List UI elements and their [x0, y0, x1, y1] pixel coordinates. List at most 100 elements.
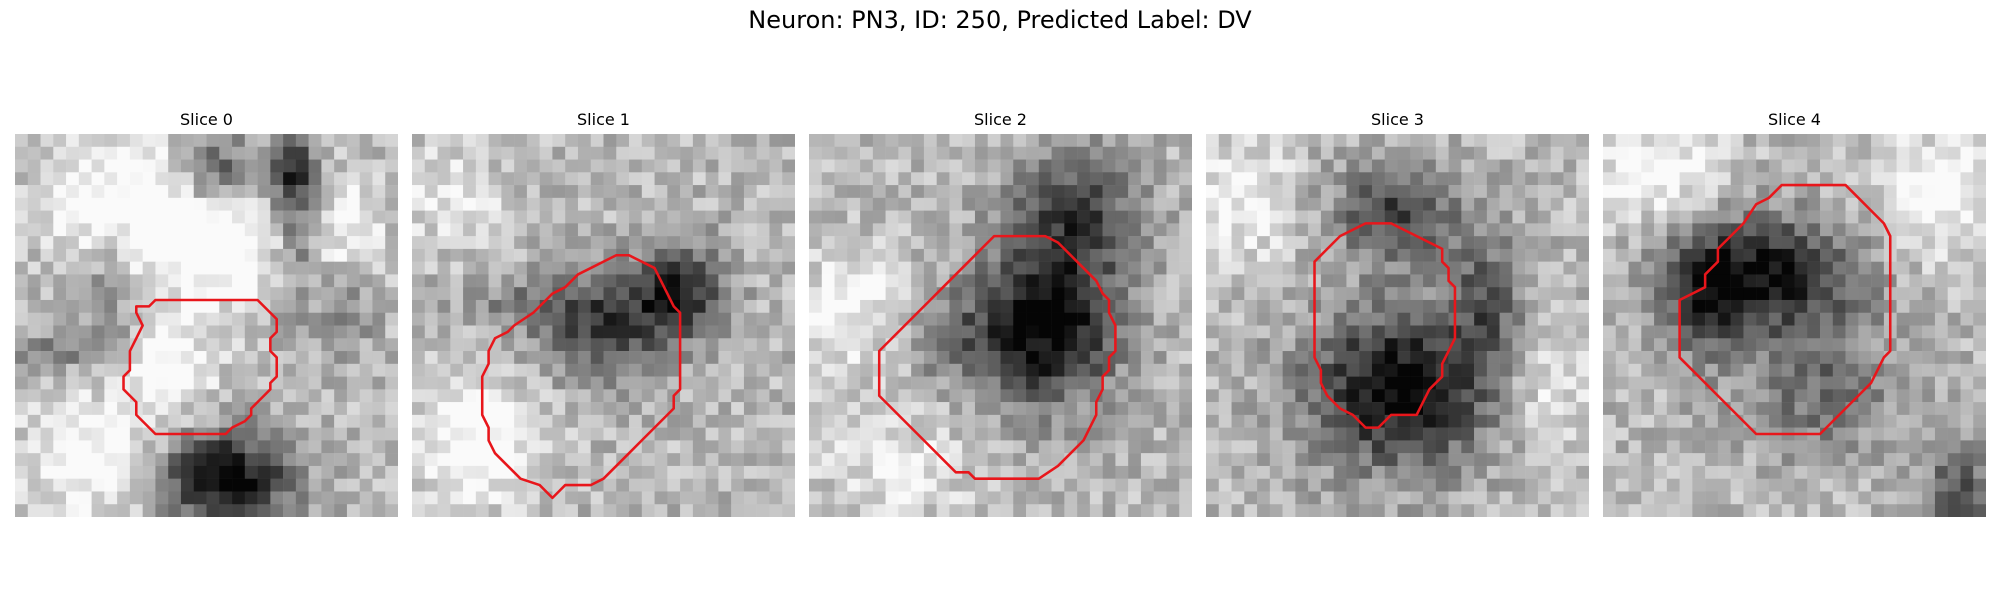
pixel: [1359, 465, 1373, 479]
pixel: [974, 299, 988, 313]
pixel: [692, 351, 706, 365]
pixel: [346, 427, 360, 441]
pixel: [1257, 414, 1271, 428]
pixel: [565, 261, 579, 275]
pixel: [1550, 312, 1564, 326]
pixel: [1000, 159, 1014, 173]
pixel: [834, 478, 848, 492]
pixel: [1257, 402, 1271, 416]
pixel: [1550, 402, 1564, 416]
pixel: [577, 325, 591, 339]
pixel: [974, 414, 988, 428]
pixel: [1474, 440, 1488, 454]
pixel: [1461, 261, 1475, 275]
pixel: [219, 172, 233, 186]
pixel: [1947, 389, 1961, 403]
pixel: [334, 491, 348, 505]
pixel: [1153, 248, 1167, 262]
pixel: [180, 338, 194, 352]
pixel: [219, 312, 233, 326]
pixel: [1486, 351, 1500, 365]
pixel: [1448, 414, 1462, 428]
pixel: [616, 351, 630, 365]
pixel: [27, 363, 41, 377]
pixel: [514, 274, 528, 288]
pixel: [514, 389, 528, 403]
pixel: [1206, 197, 1220, 211]
pixel: [1089, 325, 1103, 339]
pixel: [1960, 414, 1974, 428]
pixel: [1244, 146, 1258, 160]
pixel: [78, 299, 92, 313]
pixel: [53, 159, 67, 173]
pixel: [692, 363, 706, 377]
pixel: [1461, 248, 1475, 262]
pixel: [1717, 440, 1731, 454]
pixel: [1858, 414, 1872, 428]
pixel: [898, 185, 912, 199]
pixel: [1218, 223, 1232, 237]
pixel: [1934, 338, 1948, 352]
pixel: [1794, 197, 1808, 211]
pixel: [987, 248, 1001, 262]
pixel: [526, 376, 540, 390]
pixel: [667, 478, 681, 492]
pixel: [488, 376, 502, 390]
pixel: [629, 325, 643, 339]
pixel: [1244, 351, 1258, 365]
pixel: [526, 389, 540, 403]
pixel: [705, 299, 719, 313]
pixel: [1026, 491, 1040, 505]
pixel: [1628, 325, 1642, 339]
pixel: [334, 325, 348, 339]
pixel: [1692, 325, 1706, 339]
pixel: [1512, 312, 1526, 326]
pixel: [142, 389, 156, 403]
pixel: [1807, 210, 1821, 224]
pixel: [1563, 440, 1577, 454]
pixel: [1371, 159, 1385, 173]
pixel: [1705, 389, 1719, 403]
pixel: [270, 389, 284, 403]
pixel: [78, 312, 92, 326]
pixel: [936, 172, 950, 186]
pixel: [1871, 465, 1885, 479]
pixel: [1934, 363, 1948, 377]
pixel: [1308, 389, 1322, 403]
pixel: [629, 236, 643, 250]
pixel: [1858, 210, 1872, 224]
pixel: [1576, 312, 1589, 326]
pixel: [1064, 134, 1078, 148]
pixel: [219, 465, 233, 479]
pixel: [1166, 185, 1180, 199]
pixel: [1832, 261, 1846, 275]
pixel: [1295, 363, 1309, 377]
pixel: [1537, 159, 1551, 173]
pixel: [1320, 427, 1334, 441]
pixel: [1922, 261, 1936, 275]
pixel: [1461, 389, 1475, 403]
pixel: [1512, 197, 1526, 211]
pixel: [1206, 351, 1220, 365]
pixel: [206, 325, 220, 339]
pixel: [1282, 274, 1296, 288]
pixel: [1858, 389, 1872, 403]
pixel: [219, 453, 233, 467]
pixel: [1512, 465, 1526, 479]
pixel: [1077, 223, 1091, 237]
pixel: [450, 427, 464, 441]
pixel: [1807, 197, 1821, 211]
pixel: [1896, 146, 1910, 160]
pixel: [1743, 453, 1757, 467]
pixel: [821, 312, 835, 326]
pixel: [821, 440, 835, 454]
pixel: [283, 236, 297, 250]
pixel: [488, 146, 502, 160]
pixel: [295, 312, 309, 326]
pixel: [104, 491, 118, 505]
pixel: [1628, 453, 1642, 467]
pixel: [1282, 146, 1296, 160]
pixel: [295, 440, 309, 454]
pixel: [463, 312, 477, 326]
pixel: [756, 261, 770, 275]
